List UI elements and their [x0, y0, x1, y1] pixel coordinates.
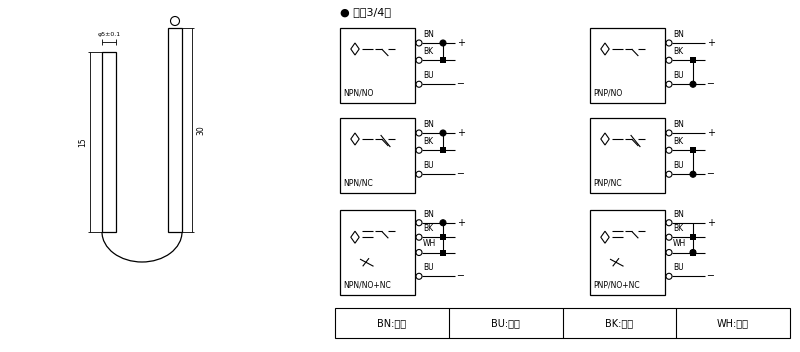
Text: ● 直涁3/4线: ● 直涁3/4线: [340, 7, 391, 17]
Text: BK: BK: [423, 137, 433, 146]
Bar: [590, 210, 665, 295]
Bar: [690, 250, 696, 256]
Text: +: +: [707, 218, 715, 228]
Text: WH: WH: [673, 239, 686, 249]
Bar: [690, 57, 696, 63]
Circle shape: [440, 40, 446, 46]
Text: BK: BK: [673, 47, 683, 56]
Text: WH: WH: [423, 239, 436, 249]
Text: BN: BN: [673, 30, 684, 39]
Text: BU: BU: [673, 263, 684, 272]
Text: +: +: [707, 128, 715, 138]
Text: BN: BN: [673, 210, 684, 219]
Bar: [590, 118, 665, 193]
Text: BN: BN: [673, 120, 684, 129]
Bar: [440, 234, 446, 240]
Text: +: +: [707, 38, 715, 48]
Text: φ5±0.1: φ5±0.1: [98, 32, 121, 37]
Text: BN:棕色: BN:棕色: [378, 318, 406, 328]
Text: BK: BK: [673, 224, 683, 233]
Text: +: +: [457, 218, 465, 228]
Text: BK: BK: [423, 47, 433, 56]
Text: ─: ─: [707, 271, 713, 281]
Text: BU: BU: [423, 263, 434, 272]
Text: ─: ─: [457, 271, 463, 281]
Bar: [440, 57, 446, 63]
Text: BU: BU: [673, 71, 684, 80]
Text: BU: BU: [423, 71, 434, 80]
Circle shape: [440, 220, 446, 226]
Circle shape: [440, 130, 446, 136]
Text: PNP/NC: PNP/NC: [593, 179, 622, 188]
Circle shape: [690, 81, 696, 87]
Text: +: +: [457, 128, 465, 138]
Bar: [102, 52, 116, 232]
Bar: [440, 147, 446, 153]
Bar: [340, 28, 415, 103]
Text: BK: BK: [673, 137, 683, 146]
Bar: [690, 147, 696, 153]
Circle shape: [690, 250, 696, 256]
Text: NPN/NO+NC: NPN/NO+NC: [343, 281, 390, 290]
Text: ─: ─: [707, 169, 713, 179]
Text: 15: 15: [78, 137, 87, 147]
Bar: [335, 308, 790, 338]
Bar: [690, 234, 696, 240]
Circle shape: [690, 171, 696, 177]
Text: BU:兰色: BU:兰色: [491, 318, 520, 328]
Text: ─: ─: [457, 169, 463, 179]
Text: BK:黑色: BK:黑色: [606, 318, 634, 328]
Text: PNP/NO: PNP/NO: [593, 89, 622, 98]
Text: ─: ─: [457, 79, 463, 89]
Bar: [440, 250, 446, 256]
Text: BU: BU: [423, 161, 434, 170]
Text: BN: BN: [423, 30, 434, 39]
Bar: [340, 118, 415, 193]
Bar: [340, 210, 415, 295]
Text: ─: ─: [707, 79, 713, 89]
Text: NPN/NC: NPN/NC: [343, 179, 373, 188]
Text: NPN/NO: NPN/NO: [343, 89, 374, 98]
Text: BK: BK: [423, 224, 433, 233]
Text: BN: BN: [423, 210, 434, 219]
Text: BU: BU: [673, 161, 684, 170]
Text: 30: 30: [196, 125, 205, 135]
Bar: [590, 28, 665, 103]
Bar: [168, 28, 182, 232]
Text: WH:白色: WH:白色: [717, 318, 749, 328]
Text: PNP/NO+NC: PNP/NO+NC: [593, 281, 640, 290]
Text: +: +: [457, 38, 465, 48]
Text: BN: BN: [423, 120, 434, 129]
